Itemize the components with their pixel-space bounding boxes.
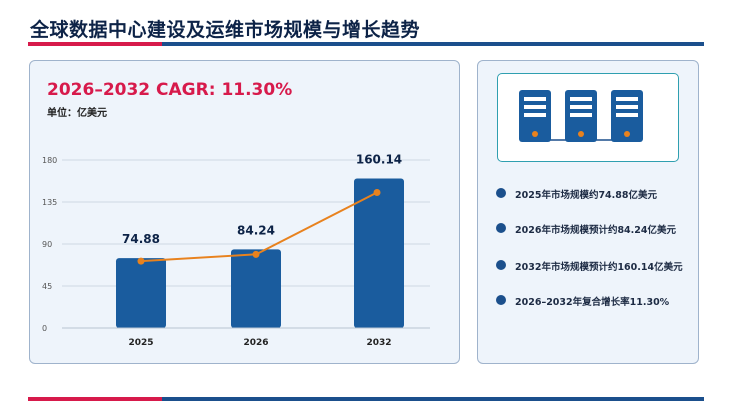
bullet-item: 2025年市场规模约74.88亿美元 (515, 190, 657, 201)
bullet-dot (496, 223, 506, 233)
x-tick-label: 2025 (128, 338, 153, 348)
bullet-item: 2032年市场规模预计约160.14亿美元 (515, 262, 683, 273)
server-unit-right-icon (611, 90, 643, 142)
bullet-dot (496, 260, 506, 270)
server-unit-middle-icon (565, 90, 597, 142)
bar (354, 178, 404, 328)
trend-point (373, 189, 381, 197)
trend-point (252, 250, 260, 258)
title-underline-red (28, 42, 162, 46)
data-label: 74.88 (122, 232, 160, 246)
trend-point (137, 257, 145, 265)
x-tick-label: 2032 (366, 338, 391, 348)
x-tick-label: 2026 (243, 338, 268, 348)
title-underline-blue (162, 42, 704, 46)
bullet-item: 2026年市场规模预计约84.24亿美元 (515, 225, 676, 236)
footer-rule-blue (162, 397, 704, 401)
bullet-item: 2026–2032年复合增长率11.30% (515, 297, 670, 308)
y-tick-label: 180 (42, 156, 57, 165)
y-tick-label: 135 (42, 198, 57, 207)
y-tick-label: 0 (42, 324, 47, 333)
server-rack-icon (519, 90, 643, 142)
cagr-heading: 2026–2032 CAGR: 11.30% (47, 80, 293, 100)
server-illustration (497, 73, 679, 162)
footer-rule-red (28, 397, 162, 401)
server-unit-left-icon (519, 90, 551, 142)
bullet-dot (496, 188, 506, 198)
data-label: 160.14 (356, 153, 402, 167)
bar (231, 249, 281, 328)
unit-label: 单位：亿美元 (47, 108, 107, 119)
page-title: 全球数据中心建设及运维市场规模与增长趋势 (30, 19, 421, 41)
y-tick-label: 90 (42, 240, 52, 249)
data-label: 84.24 (237, 223, 275, 237)
bullet-dot (496, 295, 506, 305)
y-tick-label: 45 (42, 282, 52, 291)
bar (116, 258, 166, 328)
